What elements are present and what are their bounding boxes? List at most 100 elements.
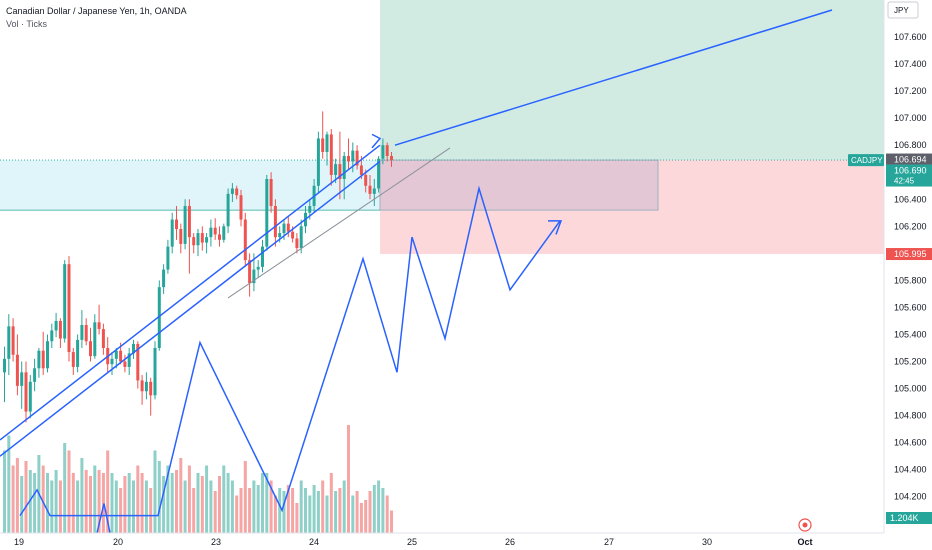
- candle-body: [11, 326, 15, 355]
- candle-body: [140, 380, 144, 392]
- price-axis[interactable]: [884, 0, 932, 550]
- volume-bar: [321, 480, 325, 533]
- volume-bar: [381, 488, 385, 533]
- price-tick-label: 104.600: [894, 438, 927, 448]
- volume-bar: [136, 465, 140, 533]
- volume-bar: [222, 465, 226, 533]
- candle-body: [114, 350, 118, 359]
- target-zone: [380, 0, 658, 161]
- volume-bar: [338, 488, 342, 533]
- volume-bar: [106, 450, 110, 533]
- volume-bar: [291, 488, 295, 533]
- volume-bar: [11, 465, 15, 533]
- volume-bar: [110, 473, 114, 533]
- candle-body: [252, 269, 256, 284]
- time-tick-label: 26: [505, 537, 515, 547]
- volume-bar: [101, 473, 105, 533]
- volume-value-box: [886, 512, 932, 524]
- candle-body: [123, 361, 127, 367]
- volume-bar: [342, 480, 346, 533]
- volume-bar: [278, 488, 282, 533]
- channel-upper-line: [0, 144, 381, 441]
- candle-body: [50, 330, 54, 342]
- record-icon[interactable]: [798, 518, 812, 532]
- time-tick-label: 27: [604, 537, 614, 547]
- volume-bar: [119, 488, 123, 533]
- volume-bar: [89, 476, 92, 533]
- candle-body: [58, 320, 62, 339]
- volume-bar: [80, 458, 84, 533]
- volume-bar: [308, 495, 312, 533]
- volume-bar: [368, 491, 372, 533]
- volume-bar: [273, 495, 277, 533]
- time-tick-label: 23: [211, 537, 221, 547]
- volume-bar: [372, 485, 376, 533]
- time-tick-label: 30: [702, 537, 712, 547]
- chart-title: Canadian Dollar / Japanese Yen, 1h, OAND…: [6, 6, 187, 16]
- candle-body: [80, 325, 84, 340]
- time-tick-label: 20: [113, 537, 123, 547]
- candle-body: [338, 164, 342, 179]
- price-tick-label: 106.800: [894, 140, 927, 150]
- candle-body: [170, 219, 174, 247]
- candle-body: [110, 358, 114, 365]
- volume-bar: [157, 461, 161, 533]
- candle-body: [390, 156, 393, 161]
- volume-bar: [347, 425, 350, 533]
- record-icon-dot: [802, 522, 808, 528]
- volume-bar: [170, 473, 174, 533]
- price-tick-label: 104.400: [894, 465, 927, 475]
- volume-bar: [84, 470, 88, 533]
- price-tick-label: 107.400: [894, 59, 927, 69]
- volume-bar: [97, 470, 101, 533]
- bar-countdown-label: 42:45: [894, 177, 915, 186]
- price-tick-label: 105.800: [894, 275, 927, 285]
- volume-bar: [230, 480, 234, 533]
- candle-body: [299, 226, 303, 248]
- volume-bar: [162, 476, 166, 533]
- candle-body: [230, 188, 234, 194]
- candle-body: [97, 322, 101, 330]
- candle-body: [269, 179, 273, 207]
- candle-body: [256, 266, 260, 270]
- stop-zone: [380, 160, 884, 255]
- candle-body: [278, 233, 282, 238]
- candle-body: [7, 326, 11, 359]
- candle-body: [175, 219, 178, 230]
- volume-bar: [304, 488, 307, 533]
- candle-body: [149, 381, 153, 396]
- current-price-label: 106.690: [894, 166, 927, 176]
- candle-body: [179, 229, 183, 244]
- candle-body: [144, 381, 148, 392]
- candle-body: [132, 343, 135, 354]
- volume-bar: [175, 470, 178, 533]
- volume-bar: [127, 473, 131, 533]
- candle-body: [351, 150, 355, 162]
- candle-body: [153, 348, 157, 396]
- price-tick-label: 105.400: [894, 329, 927, 339]
- time-axis[interactable]: [0, 533, 884, 550]
- volume-bar: [179, 458, 183, 533]
- stop-price-box: [886, 248, 932, 261]
- volume-bar: [295, 503, 299, 533]
- candle-body: [127, 353, 131, 367]
- channel-arrow: [371, 133, 382, 149]
- candle-body: [308, 206, 312, 213]
- candle-body: [166, 246, 170, 270]
- candle-body: [20, 372, 24, 386]
- volume-bar: [24, 461, 28, 533]
- candle-body: [359, 165, 363, 175]
- volume-bar: [218, 476, 221, 533]
- projected-trend-line: [394, 9, 833, 146]
- candle-body: [265, 179, 269, 247]
- volume-bar: [67, 450, 71, 533]
- candle-body: [205, 237, 209, 243]
- candle-body: [329, 134, 333, 175]
- currency-box[interactable]: [887, 1, 919, 19]
- volume-bar: [355, 491, 359, 533]
- candle-body: [37, 350, 41, 369]
- volume-bar: [114, 480, 118, 533]
- candle-body: [209, 227, 213, 238]
